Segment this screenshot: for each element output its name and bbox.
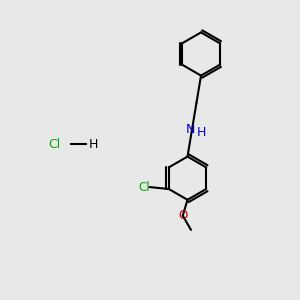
Text: H: H: [88, 137, 98, 151]
Text: H: H: [197, 125, 206, 139]
Text: N: N: [186, 123, 195, 136]
Text: Cl: Cl: [138, 181, 150, 194]
Text: Cl: Cl: [48, 137, 60, 151]
Text: O: O: [178, 209, 188, 222]
